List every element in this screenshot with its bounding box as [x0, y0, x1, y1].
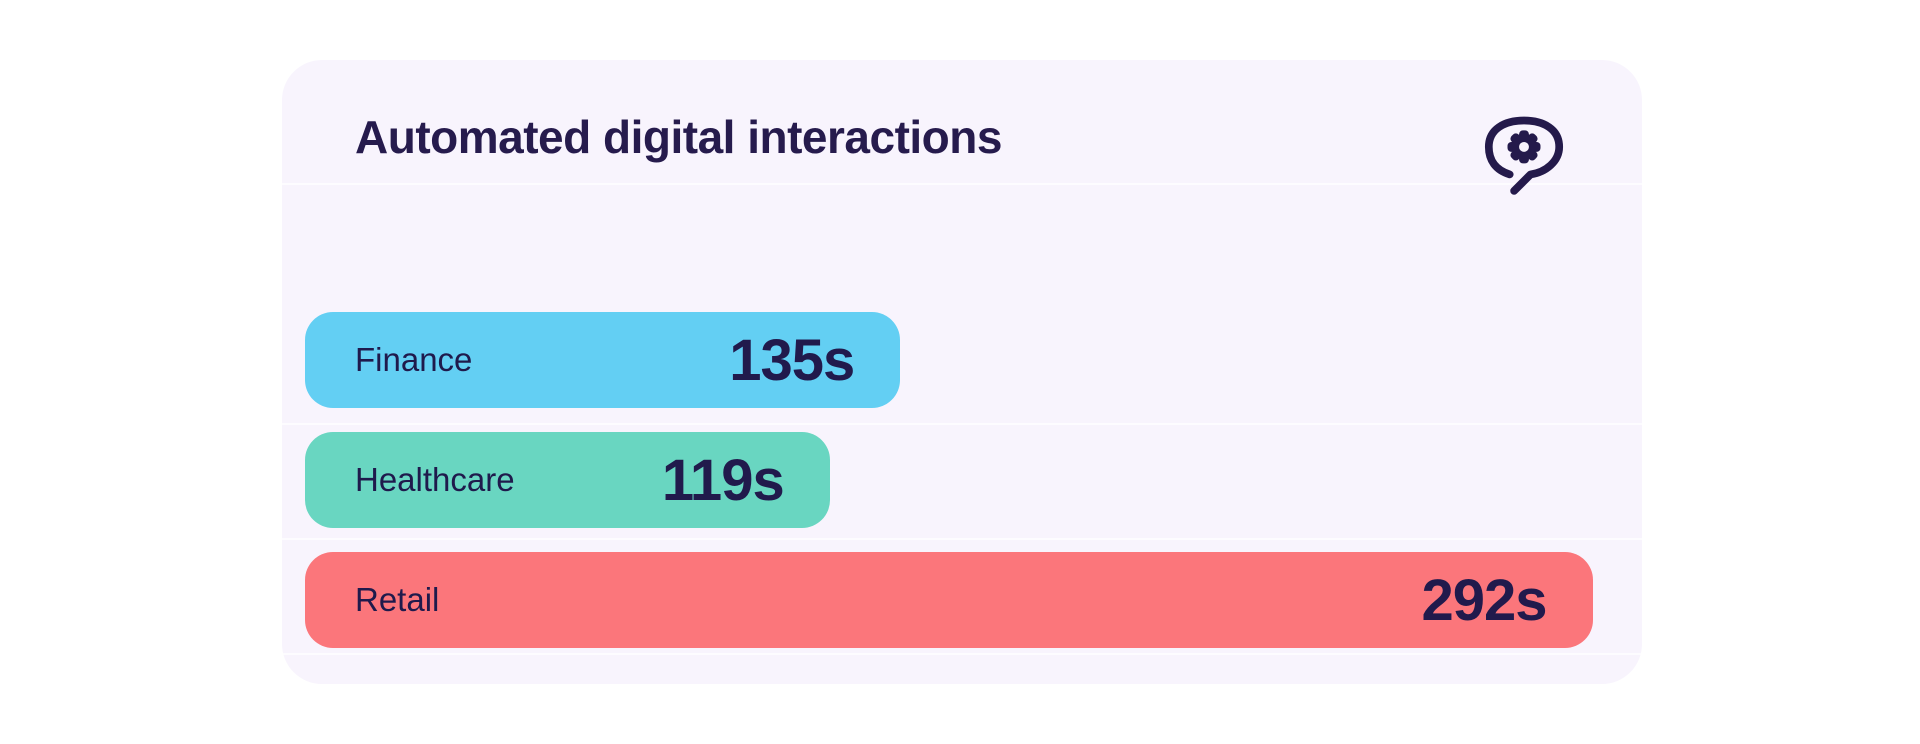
chart-bar-retail: Retail 292s: [305, 552, 1593, 648]
bar-chart: Finance 135s Healthcare 119s Retail 292s: [305, 312, 1619, 648]
bar-category-label: Retail: [355, 581, 440, 618]
bar-value-label: 119s: [661, 447, 785, 513]
brain-gear-icon: [1480, 116, 1568, 210]
chart-bar-finance: Finance 135s: [305, 312, 901, 408]
chart-bar-healthcare: Healthcare 119s: [305, 432, 830, 528]
chart-card: Automated digital interactions Finance 1…: [282, 60, 1642, 684]
ai-insights-button[interactable]: [1478, 110, 1570, 210]
gridline: [282, 653, 1642, 655]
card-title: Automated digital interactions: [355, 111, 1002, 163]
gridline: [282, 183, 1642, 185]
bar-value-label: 135s: [729, 327, 855, 393]
bar-category-label: Healthcare: [355, 461, 515, 498]
bar-category-label: Finance: [355, 341, 473, 378]
bar-value-label: 292s: [1421, 567, 1548, 633]
